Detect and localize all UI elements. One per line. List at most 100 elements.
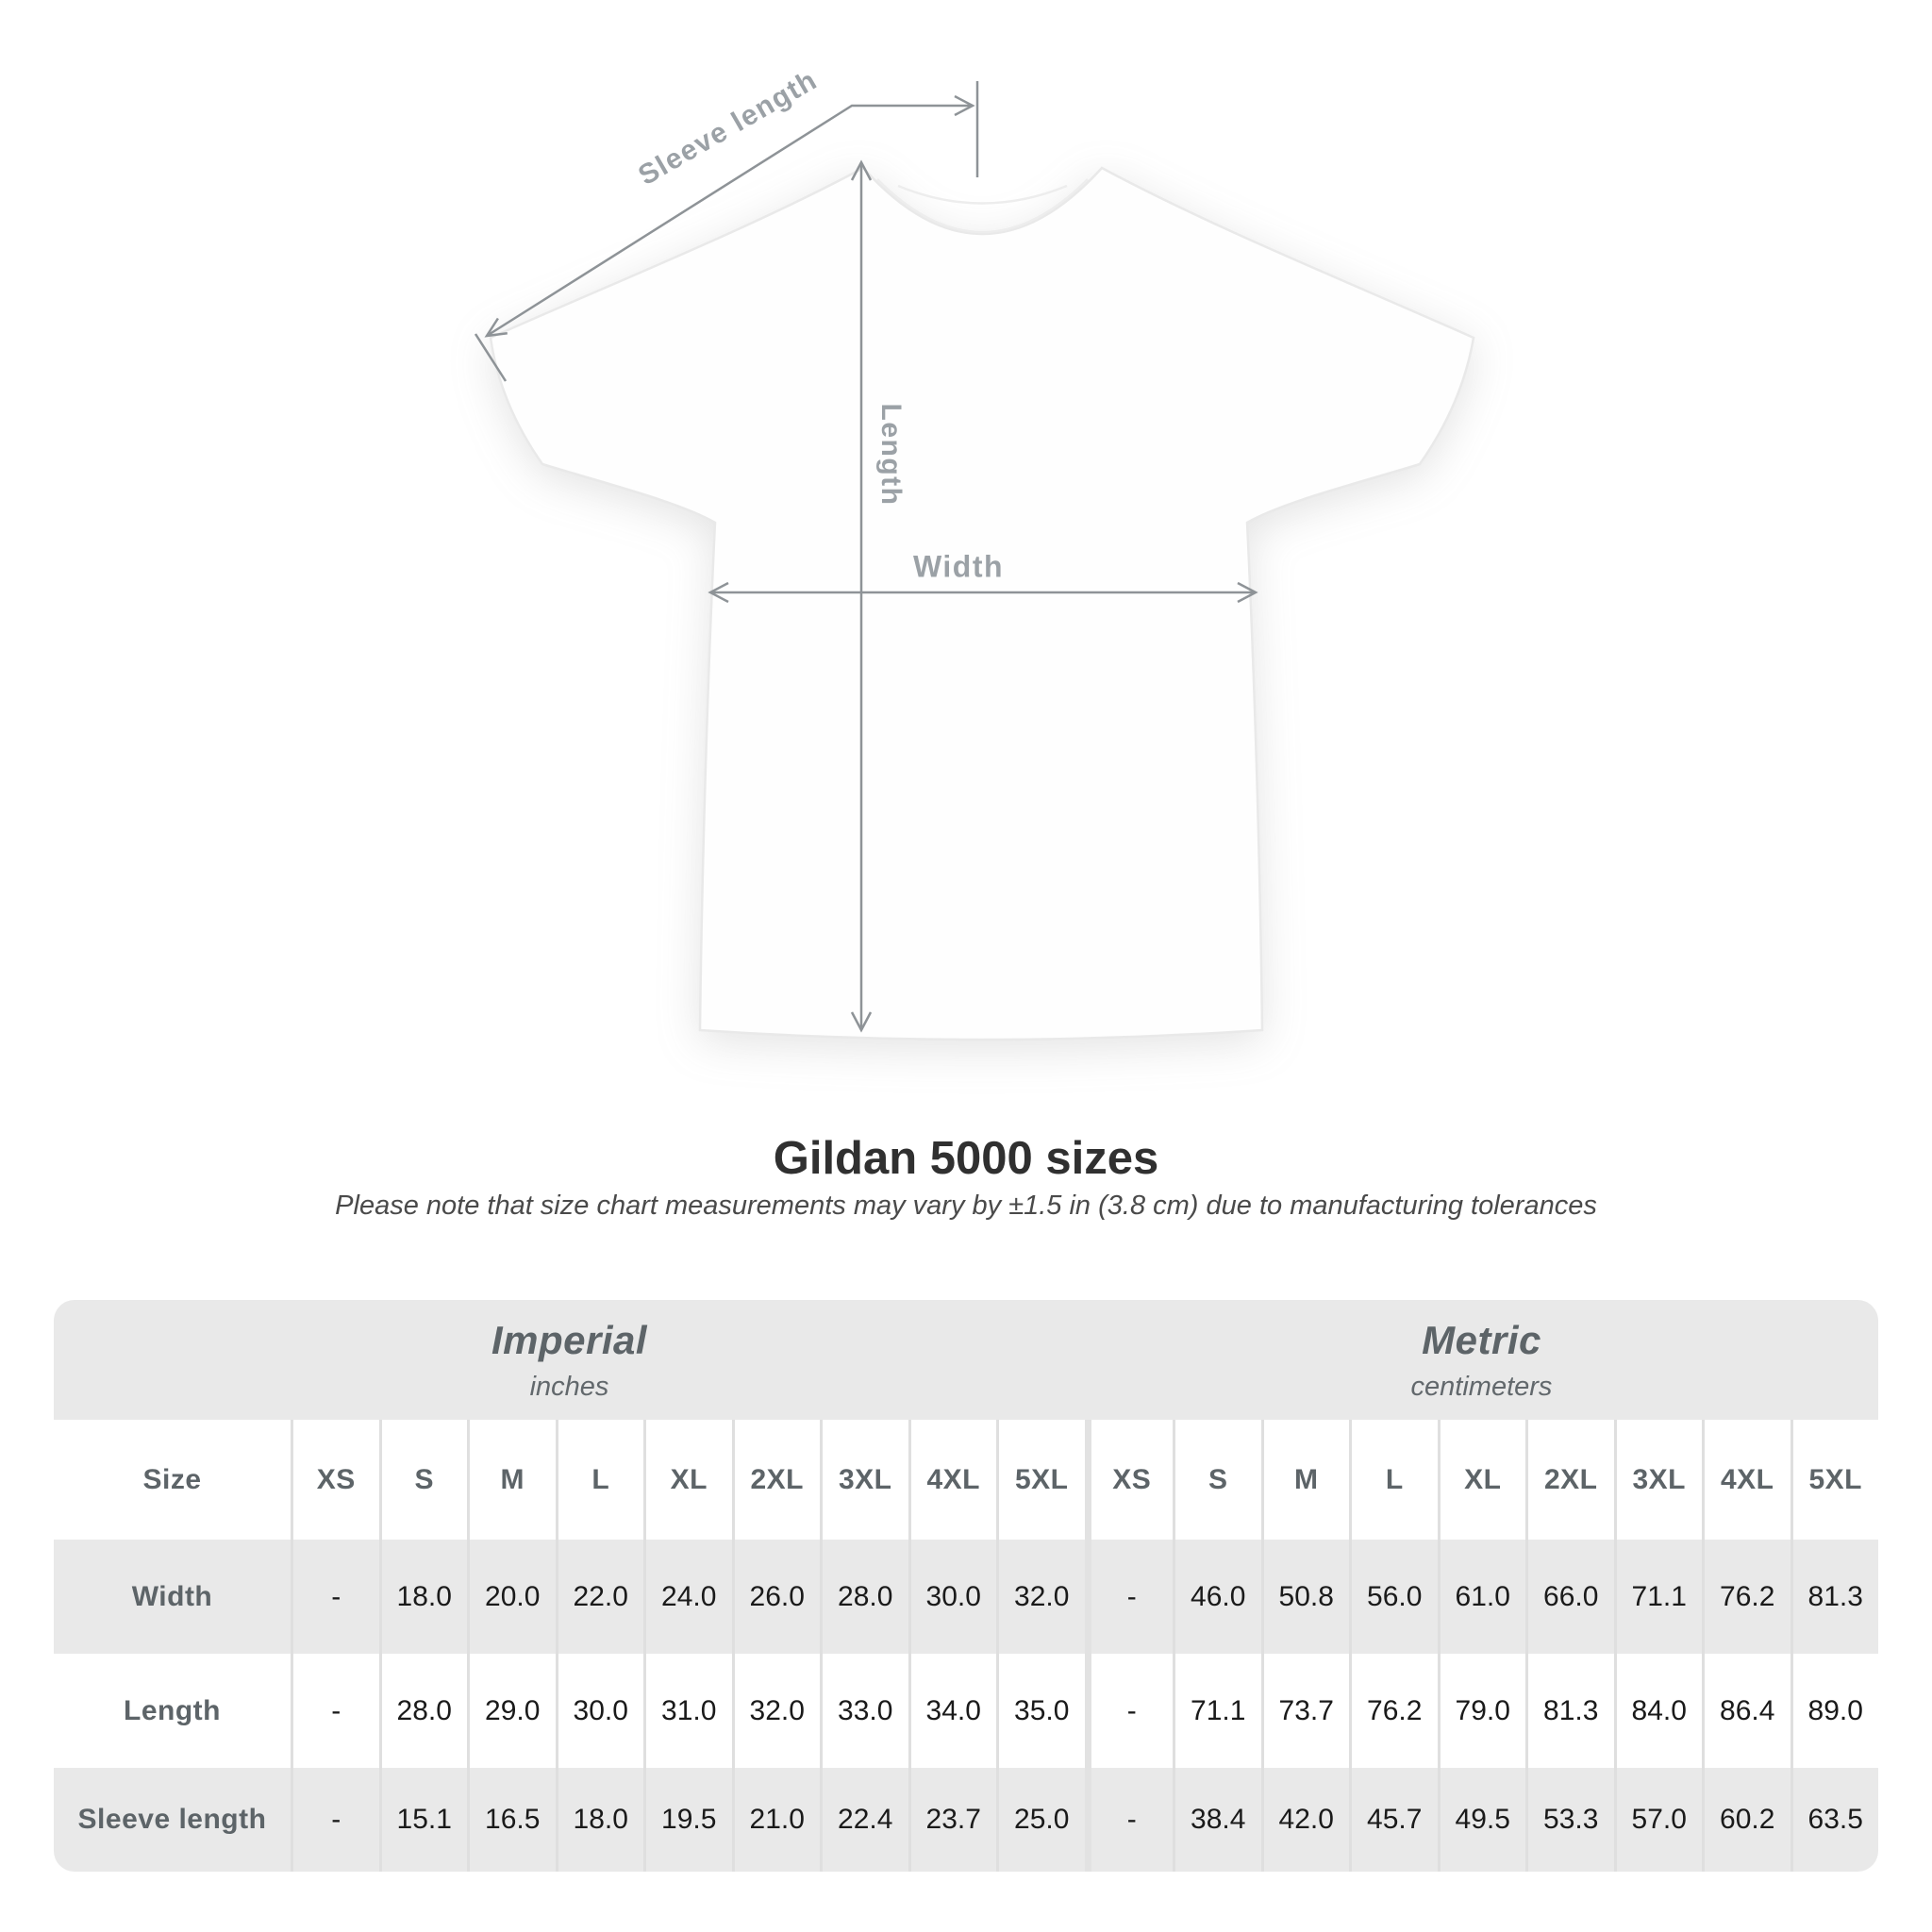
value-cell: 86.4 (1702, 1654, 1790, 1768)
metric-title: Metric (1422, 1317, 1541, 1362)
width-row: Width - 18.0 20.0 22.0 24.0 26.0 28.0 30… (54, 1540, 1878, 1654)
value-cell: 28.0 (820, 1540, 908, 1654)
value-cell: 76.2 (1702, 1540, 1790, 1654)
measurement-lines (474, 81, 1258, 1033)
value-cell: 38.4 (1173, 1768, 1261, 1872)
value-cell: - (1084, 1768, 1174, 1872)
width-arrow-left (708, 581, 729, 604)
size-header: S (1173, 1420, 1261, 1540)
row-label-sleeve-length: Sleeve length (77, 1804, 267, 1835)
value-cell: 18.0 (378, 1540, 468, 1654)
value-cell: 49.5 (1437, 1768, 1526, 1872)
value-cell: 84.0 (1613, 1654, 1703, 1768)
unit-section-band: Imperial inches Metric centimeters (54, 1300, 1878, 1420)
size-header: 5XL (996, 1420, 1085, 1540)
value-cell: 31.0 (643, 1654, 732, 1768)
length-arrow-top (850, 159, 873, 181)
page-title: Gildan 5000 sizes (773, 1133, 1159, 1184)
size-header: 5XL (1790, 1420, 1879, 1540)
value-cell: 16.5 (467, 1768, 556, 1872)
value-cell: 23.7 (908, 1768, 997, 1872)
value-cell: 71.1 (1173, 1654, 1261, 1768)
size-header: M (1260, 1420, 1350, 1540)
value-cell: 71.1 (1613, 1540, 1703, 1654)
size-header: 3XL (820, 1420, 908, 1540)
value-cell: 21.0 (731, 1768, 821, 1872)
value-cell: 57.0 (1613, 1768, 1703, 1872)
value-cell: 29.0 (467, 1654, 556, 1768)
tshirt-silhouette (489, 166, 1475, 1041)
size-header: L (1349, 1420, 1438, 1540)
sleeve-length-line (486, 104, 973, 338)
value-cell: - (291, 1654, 379, 1768)
value-cell: - (1084, 1654, 1174, 1768)
size-header: 2XL (731, 1420, 821, 1540)
length-row: Length - 28.0 29.0 30.0 31.0 32.0 33.0 3… (54, 1654, 1878, 1768)
value-cell: 53.3 (1525, 1768, 1614, 1872)
length-arrow-bottom (850, 1011, 873, 1033)
value-cell: 76.2 (1349, 1654, 1438, 1768)
value-cell: 56.0 (1349, 1540, 1438, 1654)
imperial-title: Imperial (491, 1317, 648, 1362)
value-cell: 19.5 (643, 1768, 732, 1872)
row-label-width: Width (131, 1580, 213, 1612)
value-cell: 22.0 (555, 1540, 644, 1654)
value-cell: 18.0 (555, 1768, 644, 1872)
sleeve-length-arrow-end (484, 317, 508, 338)
value-cell: 89.0 (1790, 1654, 1879, 1768)
value-cell: 42.0 (1260, 1768, 1350, 1872)
tolerance-note: Please note that size chart measurements… (335, 1191, 1597, 1221)
value-cell: 81.3 (1790, 1540, 1879, 1654)
size-header: XS (291, 1420, 379, 1540)
value-cell: 46.0 (1173, 1540, 1261, 1654)
value-cell: 26.0 (731, 1540, 821, 1654)
size-header: L (555, 1420, 644, 1540)
value-cell: 30.0 (908, 1540, 997, 1654)
imperial-section-header: Imperial inches (54, 1300, 1085, 1420)
value-cell: 32.0 (731, 1654, 821, 1768)
size-header: S (378, 1420, 468, 1540)
tshirt-measurement-diagram (474, 81, 1475, 1041)
size-header: XS (1084, 1420, 1174, 1540)
value-cell: 60.2 (1702, 1768, 1790, 1872)
value-cell: 61.0 (1437, 1540, 1526, 1654)
value-cell: 28.0 (378, 1654, 468, 1768)
value-cell: 33.0 (820, 1654, 908, 1768)
sleeve-length-arrow-right (954, 94, 975, 117)
collar-back-line (897, 184, 1068, 205)
imperial-unit: inches (529, 1371, 609, 1402)
value-cell: 34.0 (908, 1654, 997, 1768)
value-cell: 30.0 (555, 1654, 644, 1768)
value-cell: - (291, 1768, 379, 1872)
size-header: 2XL (1525, 1420, 1614, 1540)
value-cell: 15.1 (378, 1768, 468, 1872)
width-arrow-right (1237, 581, 1258, 604)
metric-section-header: Metric centimeters (1085, 1300, 1878, 1420)
value-cell: 50.8 (1260, 1540, 1350, 1654)
size-header: 4XL (908, 1420, 997, 1540)
size-header: 3XL (1613, 1420, 1703, 1540)
value-cell: - (291, 1540, 379, 1654)
value-cell: 63.5 (1790, 1768, 1879, 1872)
value-cell: 81.3 (1525, 1654, 1614, 1768)
length-label: Length (875, 403, 907, 507)
size-table: Imperial inches Metric centimeters Size … (54, 1300, 1878, 1872)
width-label: Width (912, 549, 1005, 584)
sleeve-end-tick (474, 333, 508, 382)
value-cell: 22.4 (820, 1768, 908, 1872)
value-cell: - (1084, 1540, 1174, 1654)
size-header: XL (643, 1420, 732, 1540)
value-cell: 20.0 (467, 1540, 556, 1654)
size-column-header: Size (142, 1463, 202, 1495)
sleeve-length-row: Sleeve length - 15.1 16.5 18.0 19.5 21.0… (54, 1768, 1878, 1872)
size-header: M (467, 1420, 556, 1540)
value-cell: 32.0 (996, 1540, 1085, 1654)
size-header-row: Size XS S M L XL 2XL 3XL 4XL 5XL XS S M … (54, 1420, 1878, 1540)
size-header: XL (1437, 1420, 1526, 1540)
value-cell: 25.0 (996, 1768, 1085, 1872)
value-cell: 24.0 (643, 1540, 732, 1654)
collar-inner-line (876, 178, 1089, 234)
value-cell: 79.0 (1437, 1654, 1526, 1768)
value-cell: 45.7 (1349, 1768, 1438, 1872)
